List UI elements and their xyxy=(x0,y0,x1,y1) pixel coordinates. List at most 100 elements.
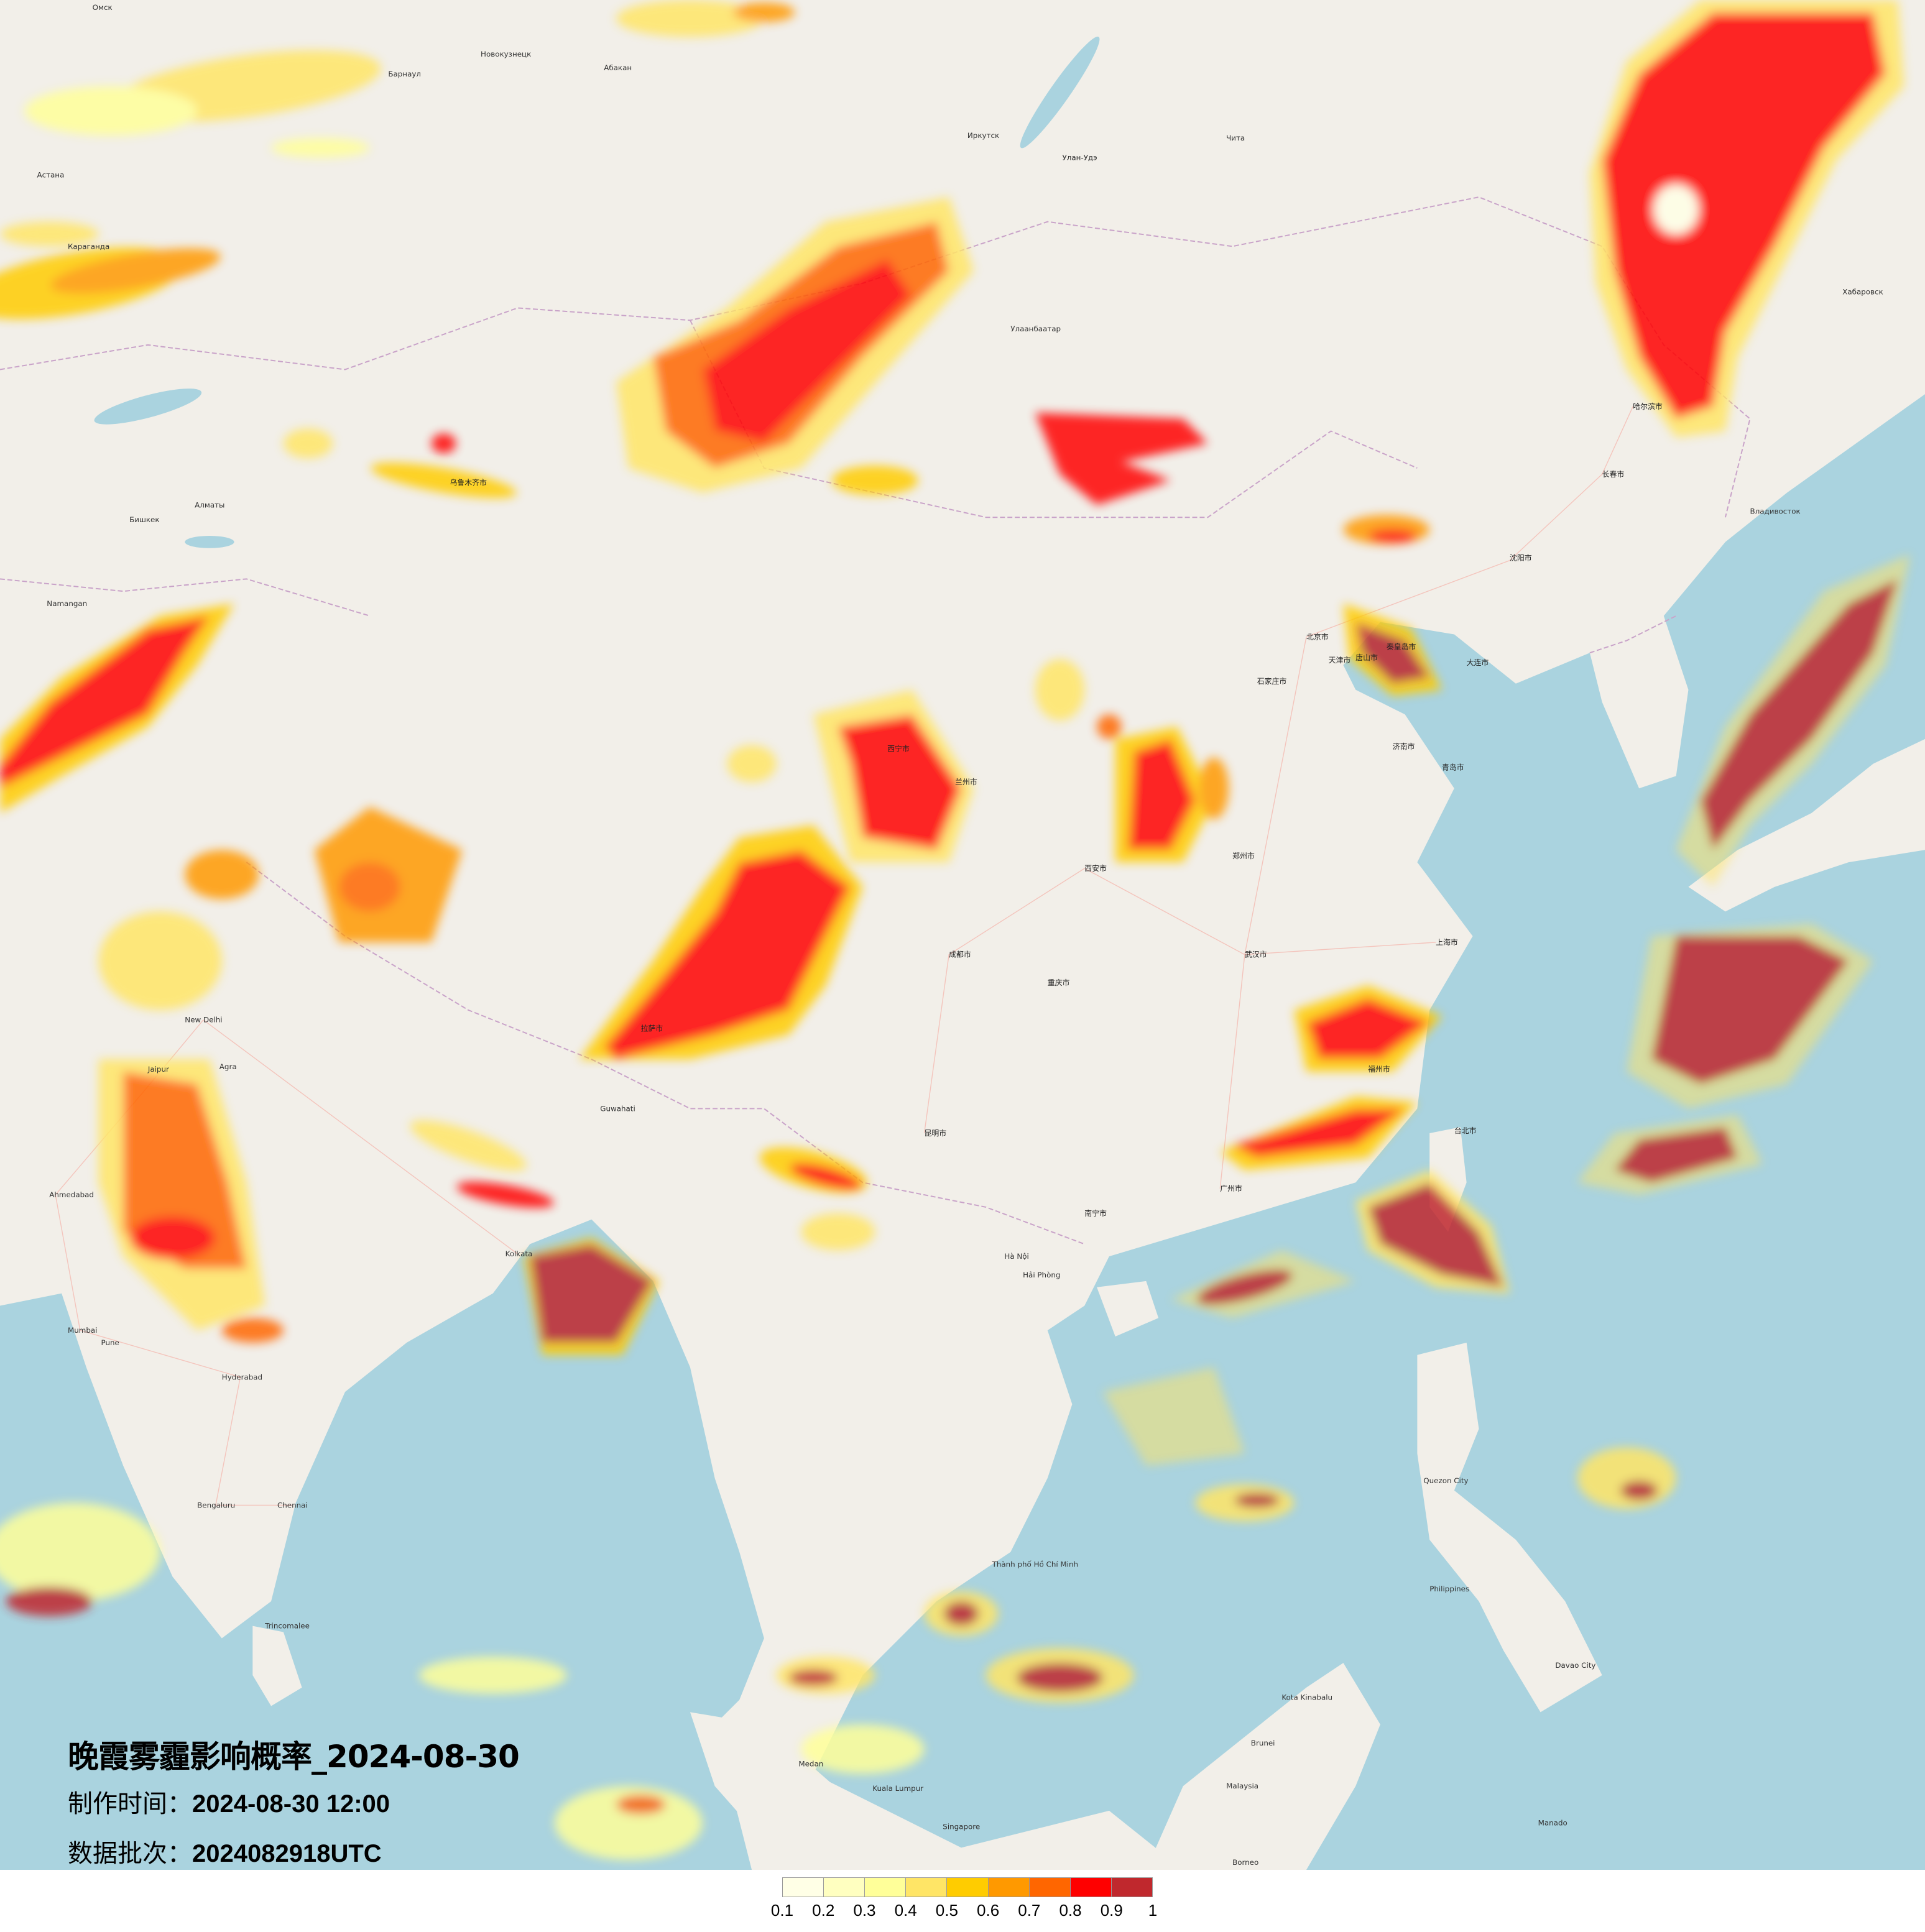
place-label-ulan-ude: Улан-Удэ xyxy=(1063,154,1097,162)
probability-area xyxy=(1577,1447,1676,1509)
sri-lanka xyxy=(252,1626,302,1706)
sumatra xyxy=(690,1712,900,1870)
legend-swatch xyxy=(988,1878,1030,1897)
place-label-medan: Medan xyxy=(798,1760,823,1769)
legend-tick-label: 0.3 xyxy=(853,1901,876,1920)
probability-area xyxy=(801,1724,925,1774)
place-label-trincomalee: Trincomalee xyxy=(264,1622,310,1631)
place-label-jaipur: Jaipur xyxy=(147,1065,169,1074)
legend-tick-label: 0.4 xyxy=(894,1901,917,1920)
place-label-abakan: Абакан xyxy=(604,63,632,72)
probability-area xyxy=(1620,1480,1658,1501)
data-batch: 数据批次：2024082918UTC xyxy=(68,1829,519,1879)
probability-area xyxy=(944,1601,979,1626)
probability-area xyxy=(733,2,795,22)
probability-area xyxy=(1127,738,1196,850)
place-label-karaganda: Караганда xyxy=(68,242,109,251)
issyk-kul xyxy=(185,535,234,548)
legend-tick-label: 0.2 xyxy=(812,1901,835,1920)
probability-area xyxy=(1232,1108,1405,1158)
place-label-kota-kinabalu: Kota Kinabalu xyxy=(1281,1693,1332,1702)
place-label-malaysia: Malaysia xyxy=(1226,1782,1258,1790)
place-label-taipei: 台北市 xyxy=(1454,1126,1477,1135)
place-label-shijiazhuang: 石家庄市 xyxy=(1257,677,1287,686)
probability-area xyxy=(1368,528,1418,543)
place-label-qingdao: 青岛市 xyxy=(1442,763,1464,771)
probability-area xyxy=(1653,185,1699,234)
map-canvas[interactable]: Омск Барнаул Новокузнецк Абакан Астана Карага… xyxy=(0,0,1925,1870)
place-label-manado: Manado xyxy=(1538,1819,1567,1828)
place-label-zhengzhou: 郑州市 xyxy=(1232,852,1255,860)
place-label-harbin: 哈尔滨市 xyxy=(1633,402,1663,411)
probability-area xyxy=(271,137,370,158)
legend-swatch xyxy=(783,1878,824,1897)
probability-area xyxy=(431,433,456,454)
probability-area xyxy=(1035,659,1085,721)
place-label-lanzhou: 兰州市 xyxy=(955,778,977,786)
place-label-chennai: Chennai xyxy=(277,1501,308,1509)
probability-area xyxy=(1368,1182,1504,1287)
probability-area xyxy=(1102,1367,1245,1466)
place-label-new-delhi: New Delhi xyxy=(185,1016,222,1024)
place-label-tianjin: 天津市 xyxy=(1329,656,1351,665)
place-label-brunei: Brunei xyxy=(1251,1739,1275,1747)
probability-area xyxy=(221,1318,284,1343)
place-label-bengaluru: Bengaluru xyxy=(197,1501,235,1509)
probability-area xyxy=(702,259,912,444)
philippines xyxy=(1417,1342,1602,1713)
place-label-philippines: Philippines xyxy=(1429,1585,1469,1593)
place-label-kuala-lumpur: Kuala Lumpur xyxy=(872,1784,923,1793)
place-label-hyderabad: Hyderabad xyxy=(222,1373,262,1381)
place-label-ahmedabad: Ahmedabad xyxy=(49,1190,94,1199)
place-label-chita: Чита xyxy=(1226,134,1245,142)
place-label-chengdu: 成都市 xyxy=(949,950,971,959)
place-label-xining: 西宁市 xyxy=(887,745,910,753)
place-label-borneo: Borneo xyxy=(1232,1858,1258,1867)
title-block: 晚霞雾霾影响概率_2024-08-30 制作时间：2024-08-30 12:0… xyxy=(68,1734,520,1879)
probability-area xyxy=(1614,1127,1738,1183)
place-label-ulaanbaatar: Улаанбаатар xyxy=(1010,324,1061,333)
probability-area xyxy=(790,1162,862,1190)
data-batch-label: 数据批次： xyxy=(68,1839,192,1868)
probability-area xyxy=(0,221,99,247)
place-label-shanghai: 上海市 xyxy=(1436,938,1458,947)
probability-area xyxy=(0,1502,160,1601)
legend-tick-label: 0.9 xyxy=(1100,1901,1123,1920)
probability-area xyxy=(1355,622,1430,684)
probability-area xyxy=(339,862,401,912)
color-legend: 0.1 0.2 0.3 0.4 0.5 0.6 0.7 0.8 0.9 1 xyxy=(771,1877,1157,1926)
probability-area xyxy=(129,1215,216,1261)
lake-balkhash xyxy=(94,389,202,425)
place-label-chongqing: 重庆市 xyxy=(1048,978,1070,987)
probability-area xyxy=(788,1669,838,1686)
japan xyxy=(1688,738,1925,912)
place-label-urumqi: 乌鲁木齐市 xyxy=(450,479,487,487)
roads xyxy=(55,406,1633,1506)
probability-area xyxy=(371,462,517,499)
probability-area xyxy=(410,1120,527,1171)
probability-area xyxy=(1097,714,1122,739)
place-label-bishkek: Бишкек xyxy=(129,515,159,524)
legend-tick-label: 0.5 xyxy=(935,1901,958,1920)
place-label-vladivostok: Владивосток xyxy=(1750,507,1801,515)
place-labels: Омск Барнаул Новокузнецк Абакан Астана Карага… xyxy=(37,3,1883,1867)
hainan xyxy=(1097,1281,1159,1336)
probability-area xyxy=(801,1213,875,1251)
legend-bar xyxy=(782,1877,1153,1897)
probability-area xyxy=(1017,1663,1103,1693)
place-label-kunming: 昆明市 xyxy=(925,1129,947,1138)
legend-tick-label: 0.8 xyxy=(1059,1901,1082,1920)
legend-ticks: 0.1 0.2 0.3 0.4 0.5 0.6 0.7 0.8 0.9 1 xyxy=(771,1901,1157,1926)
production-time-value: 2024-08-30 12:00 xyxy=(192,1790,390,1818)
probability-area xyxy=(1602,12,1886,419)
legend-swatch xyxy=(947,1878,989,1897)
probability-area xyxy=(616,1795,666,1815)
probability-area xyxy=(616,0,764,37)
probability-area xyxy=(1651,936,1849,1084)
place-label-mumbai: Mumbai xyxy=(68,1326,97,1335)
indian-ocean xyxy=(0,1219,764,1870)
probability-area xyxy=(0,615,210,789)
probability-area xyxy=(456,1182,554,1208)
place-label-astana: Астана xyxy=(37,170,64,179)
place-label-fuzhou: 福州市 xyxy=(1368,1065,1390,1074)
